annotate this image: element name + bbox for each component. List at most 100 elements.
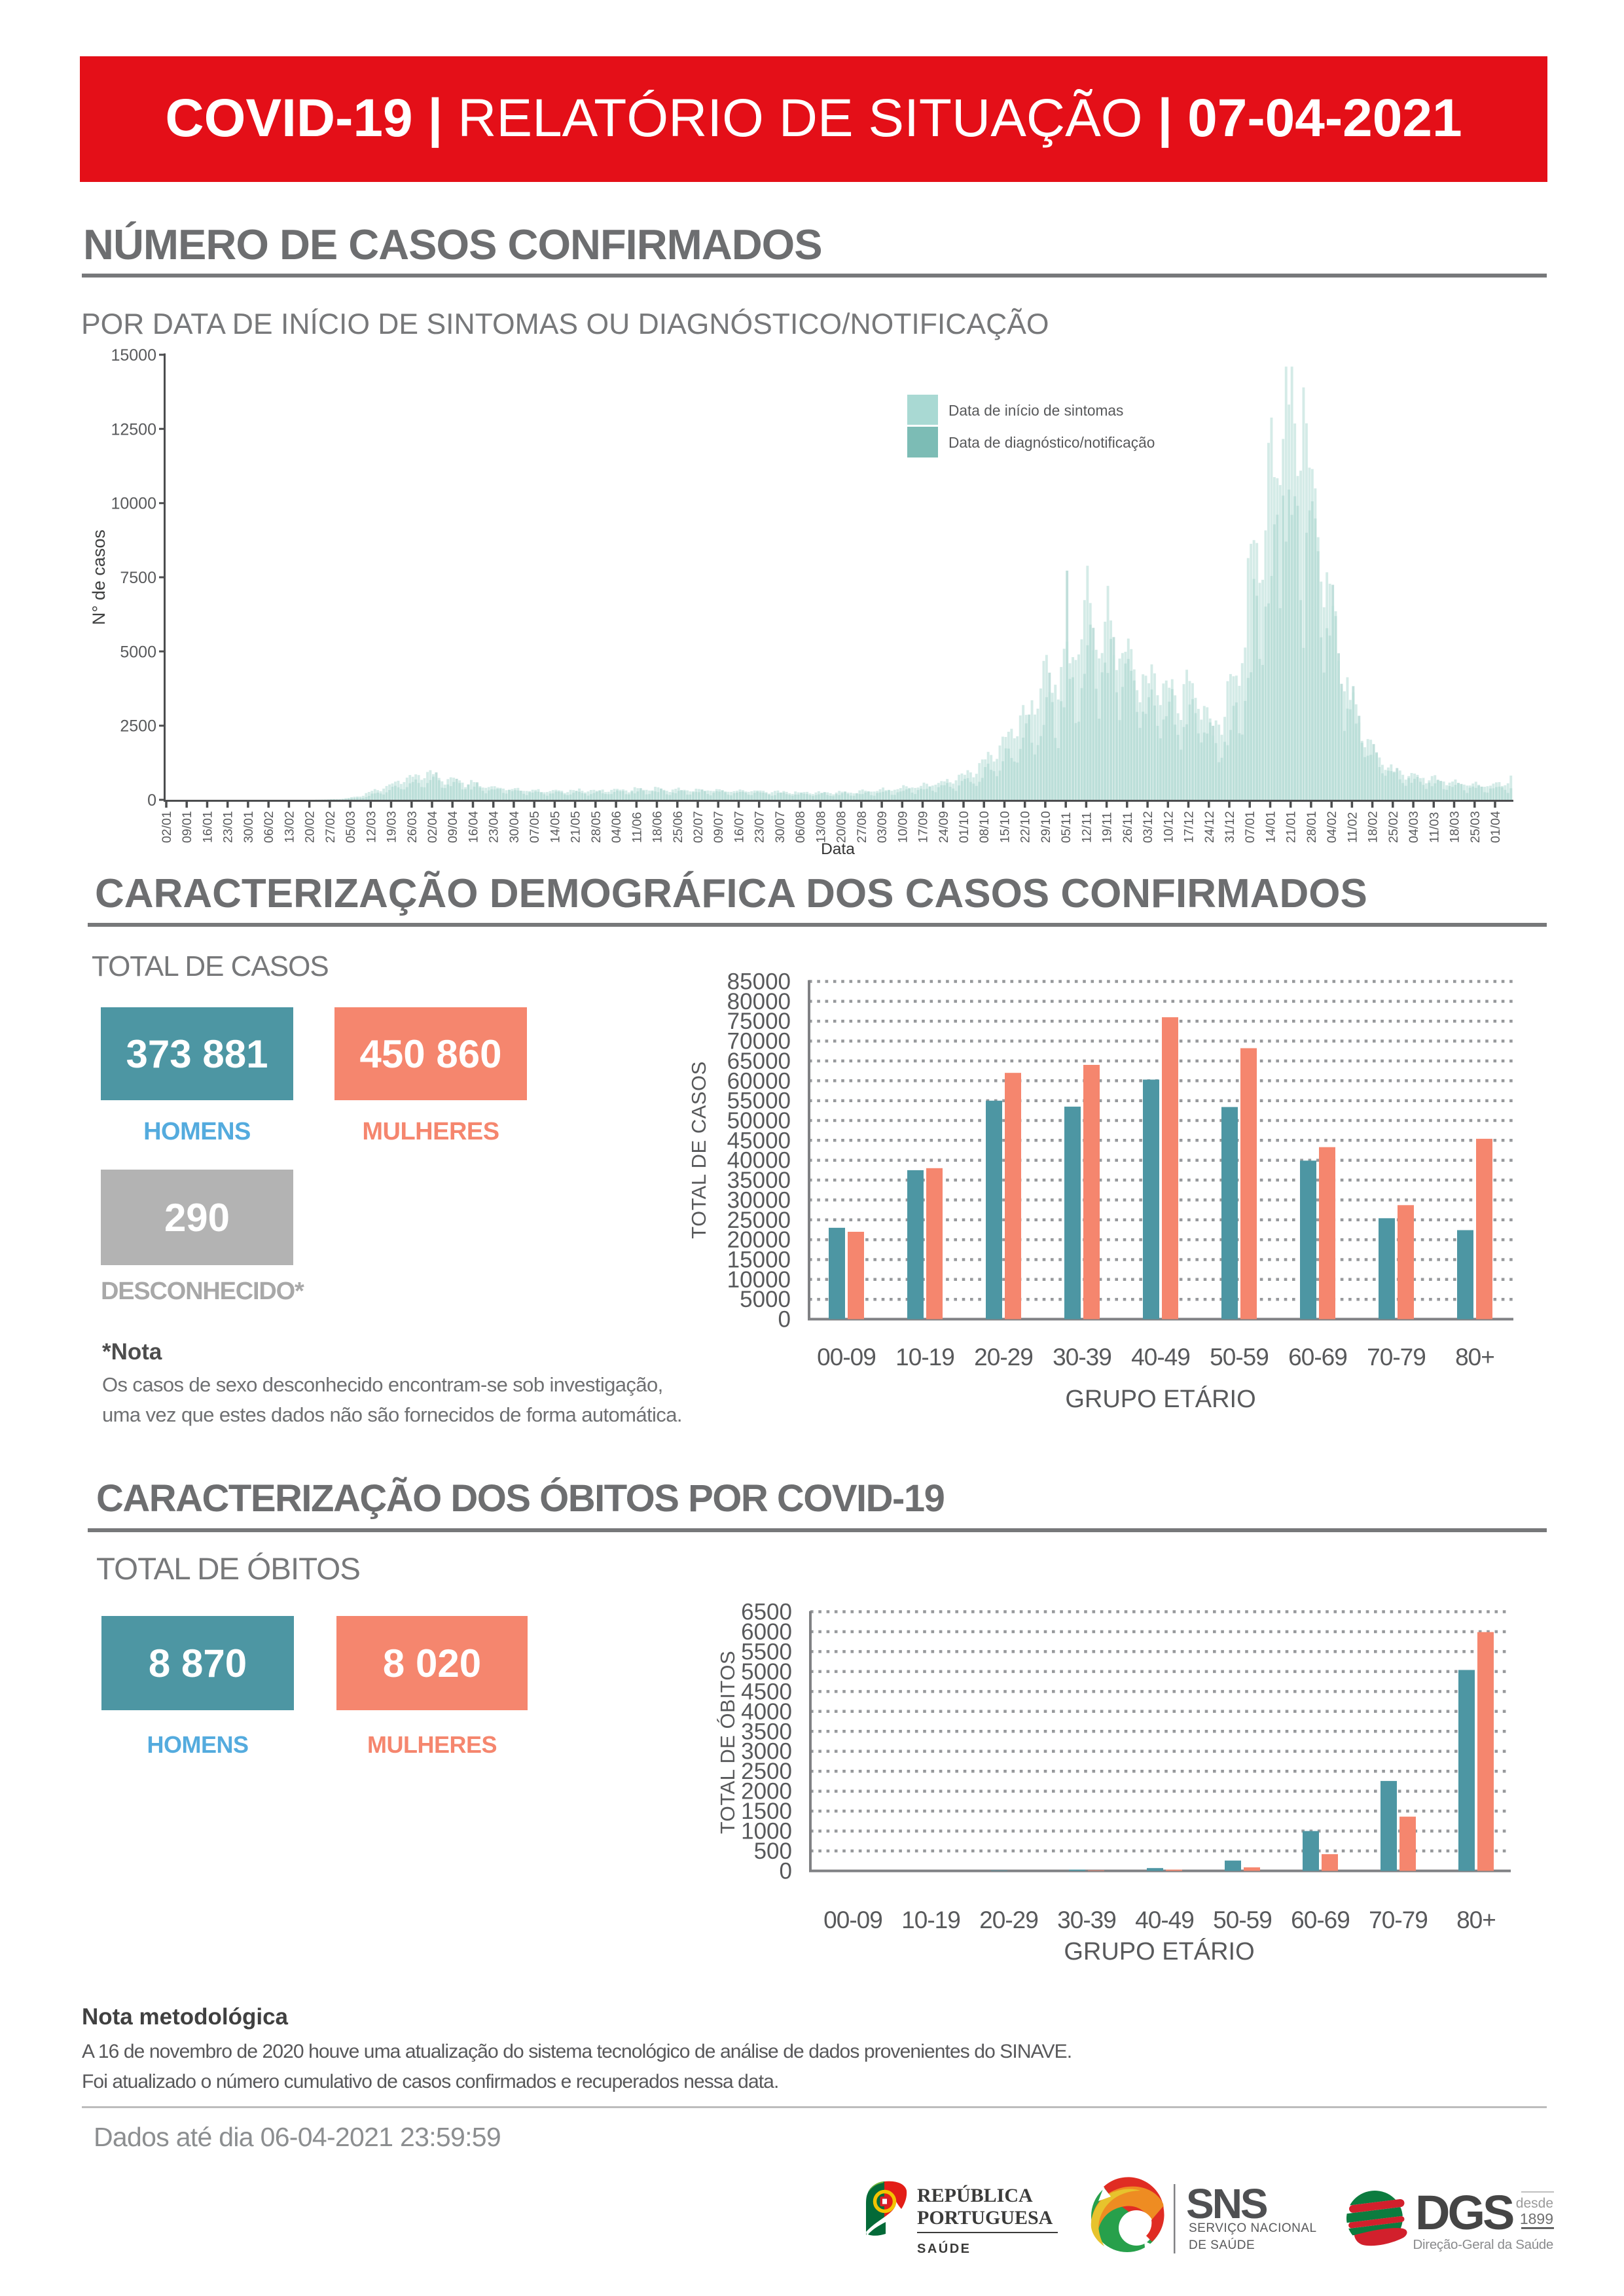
svg-text:23/07: 23/07 [753, 811, 767, 843]
svg-text:Data de início de sintomas: Data de início de sintomas [948, 402, 1123, 419]
svg-text:70-79: 70-79 [1369, 1907, 1428, 1933]
svg-text:85000: 85000 [727, 969, 791, 995]
svg-text:12500: 12500 [111, 420, 156, 439]
svg-text:27/02: 27/02 [323, 811, 338, 843]
svg-text:11/03: 11/03 [1427, 812, 1441, 843]
svg-text:50-59: 50-59 [1210, 1344, 1269, 1371]
svg-text:60-69: 60-69 [1288, 1344, 1347, 1371]
svg-text:21/01: 21/01 [1284, 811, 1299, 843]
svg-text:30/04: 30/04 [507, 811, 522, 843]
svg-text:09/04: 09/04 [446, 811, 460, 843]
svg-text:30-39: 30-39 [1057, 1907, 1116, 1933]
svg-text:0: 0 [780, 1859, 792, 1884]
svg-text:3000: 3000 [741, 1739, 792, 1765]
svg-text:4000: 4000 [741, 1699, 792, 1725]
svg-text:Direção-Geral da Saúde: Direção-Geral da Saúde [1413, 2237, 1553, 2252]
svg-text:desde: desde [1516, 2196, 1553, 2211]
svg-text:10/09: 10/09 [895, 811, 910, 843]
svg-text:2500: 2500 [120, 717, 156, 736]
svg-text:13/02: 13/02 [282, 811, 297, 843]
svg-text:19/11: 19/11 [1100, 812, 1115, 843]
svg-text:2500: 2500 [741, 1759, 792, 1784]
svg-text:08/10: 08/10 [977, 811, 992, 843]
svg-text:60000: 60000 [727, 1068, 791, 1094]
svg-text:5000: 5000 [741, 1659, 792, 1685]
svg-text:16/01: 16/01 [201, 811, 215, 843]
svg-text:04/06: 04/06 [609, 811, 624, 843]
svg-text:6000: 6000 [741, 1619, 792, 1645]
svg-text:27/08: 27/08 [855, 811, 869, 843]
svg-text:45000: 45000 [727, 1128, 791, 1153]
svg-text:17/09: 17/09 [916, 811, 931, 843]
svg-text:25000: 25000 [727, 1208, 791, 1233]
svg-text:15/10: 15/10 [998, 811, 1013, 843]
svg-text:0: 0 [778, 1307, 791, 1333]
svg-text:01/10: 01/10 [957, 811, 971, 843]
svg-text:PORTUGUESA: PORTUGUESA [917, 2207, 1053, 2229]
svg-text:500: 500 [754, 1839, 792, 1864]
svg-text:12/11: 12/11 [1079, 812, 1094, 843]
svg-text:30/01: 30/01 [242, 811, 256, 843]
svg-text:05/03: 05/03 [344, 811, 358, 843]
svg-text:12/03: 12/03 [364, 811, 378, 843]
svg-text:Data: Data [821, 840, 855, 858]
svg-text:1000: 1000 [741, 1819, 792, 1844]
svg-text:10000: 10000 [727, 1267, 791, 1293]
svg-text:09/01: 09/01 [180, 811, 194, 843]
svg-text:02/01: 02/01 [160, 811, 174, 843]
svg-text:28/05: 28/05 [589, 811, 604, 843]
svg-text:7500: 7500 [120, 569, 156, 587]
svg-text:40-49: 40-49 [1135, 1907, 1194, 1933]
svg-text:06/08: 06/08 [793, 811, 808, 843]
svg-text:03/12: 03/12 [1141, 811, 1155, 843]
svg-text:25/03: 25/03 [1468, 811, 1483, 843]
svg-text:60-69: 60-69 [1291, 1907, 1350, 1933]
svg-text:2000: 2000 [741, 1779, 792, 1804]
svg-text:07/01: 07/01 [1243, 811, 1257, 843]
svg-text:11/02: 11/02 [1345, 812, 1360, 843]
svg-text:14/01: 14/01 [1264, 811, 1278, 843]
svg-text:29/10: 29/10 [1039, 811, 1053, 843]
svg-text:04/02: 04/02 [1325, 811, 1339, 843]
svg-text:02/07: 02/07 [691, 811, 706, 843]
svg-text:50-59: 50-59 [1213, 1907, 1272, 1933]
svg-text:04/03: 04/03 [1407, 811, 1421, 843]
svg-text:00-09: 00-09 [817, 1344, 876, 1371]
svg-text:80+: 80+ [1456, 1907, 1496, 1933]
svg-text:00-09: 00-09 [823, 1907, 882, 1933]
svg-text:15000: 15000 [111, 346, 156, 365]
svg-text:40000: 40000 [727, 1148, 791, 1174]
svg-text:09/07: 09/07 [712, 811, 726, 843]
svg-text:20/02: 20/02 [303, 811, 317, 843]
svg-text:DGS: DGS [1415, 2185, 1513, 2240]
svg-text:19/03: 19/03 [385, 811, 399, 843]
svg-text:80000: 80000 [727, 989, 791, 1014]
svg-text:65000: 65000 [727, 1049, 791, 1074]
svg-text:5000: 5000 [740, 1287, 791, 1312]
svg-text:70000: 70000 [727, 1029, 791, 1054]
svg-text:50000: 50000 [727, 1108, 791, 1134]
svg-text:14/05: 14/05 [548, 811, 562, 843]
svg-text:30/07: 30/07 [773, 811, 787, 843]
svg-text:Data de diagnóstico/notificaçã: Data de diagnóstico/notificação [948, 434, 1155, 451]
svg-text:02/04: 02/04 [425, 811, 440, 843]
svg-text:35000: 35000 [727, 1168, 791, 1193]
svg-text:SAÚDE: SAÚDE [917, 2240, 971, 2256]
svg-text:30-39: 30-39 [1053, 1344, 1111, 1371]
svg-text:24/12: 24/12 [1202, 811, 1217, 843]
svg-text:05/11: 05/11 [1059, 812, 1074, 843]
svg-text:18/06: 18/06 [651, 811, 665, 843]
svg-text:22/10: 22/10 [1019, 811, 1033, 843]
svg-text:40-49: 40-49 [1131, 1344, 1190, 1371]
svg-text:GRUPO ETÁRIO: GRUPO ETÁRIO [1064, 1937, 1254, 1965]
svg-text:1500: 1500 [741, 1799, 792, 1824]
svg-text:18/02: 18/02 [1366, 811, 1380, 843]
svg-text:10000: 10000 [111, 495, 156, 513]
svg-text:3500: 3500 [741, 1719, 792, 1744]
svg-text:4500: 4500 [741, 1679, 792, 1704]
svg-text:GRUPO ETÁRIO: GRUPO ETÁRIO [1065, 1385, 1255, 1413]
svg-text:1899: 1899 [1520, 2210, 1553, 2227]
svg-text:70-79: 70-79 [1367, 1344, 1426, 1371]
svg-text:REPÚBLICA: REPÚBLICA [917, 2185, 1033, 2206]
svg-text:26/03: 26/03 [405, 811, 420, 843]
